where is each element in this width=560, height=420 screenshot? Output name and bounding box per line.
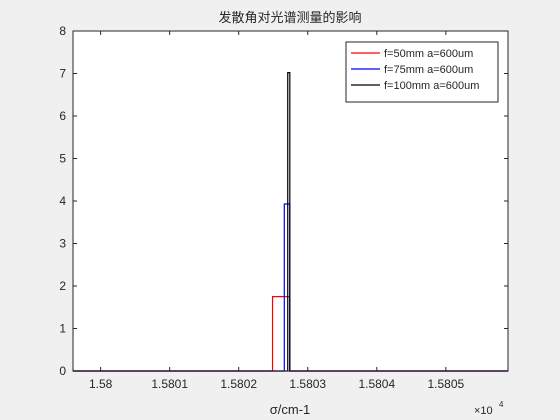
legend-label: f=75mm a=600um <box>384 64 473 76</box>
y-tick-label: 8 <box>59 24 66 38</box>
legend-box <box>345 41 499 103</box>
y-tick-label: 1 <box>59 322 66 336</box>
legend-label: f=50mm a=600um <box>384 48 473 60</box>
y-tick-label: 7 <box>59 67 66 81</box>
legend: f=50mm a=600um f=75mm a=600um f=100mm a=60… <box>345 41 499 103</box>
y-tick-label: 3 <box>59 237 66 251</box>
legend-label: f=100mm a=600um <box>384 80 479 92</box>
x-tick-label: 1.58 <box>89 377 113 391</box>
x-tick-label: 1.5804 <box>358 377 395 391</box>
y-tick-label: 6 <box>59 109 66 123</box>
x-tick-label: 1.5802 <box>220 377 257 391</box>
y-tick-label: 0 <box>59 364 66 378</box>
x-tick-label: 1.5801 <box>151 377 188 391</box>
x-tick-label: 1.5805 <box>428 377 465 391</box>
y-tick-label: 2 <box>59 279 66 293</box>
x-axis-label: σ/cm-1 <box>270 402 311 417</box>
chart-title: 发散角对光谱测量的影响 <box>218 10 361 26</box>
x-axis-multiplier: ×10 <box>474 405 493 417</box>
x-axis-exponent: 4 <box>499 400 504 409</box>
y-tick-label: 5 <box>59 152 66 166</box>
x-tick-label: 1.5803 <box>289 377 326 391</box>
y-tick-label: 4 <box>59 194 66 208</box>
ticks-layer: 1.58 1.5801 1.5802 1.5803 1.5804 1.5805 0 1 2 3 4 5… <box>59 24 508 391</box>
